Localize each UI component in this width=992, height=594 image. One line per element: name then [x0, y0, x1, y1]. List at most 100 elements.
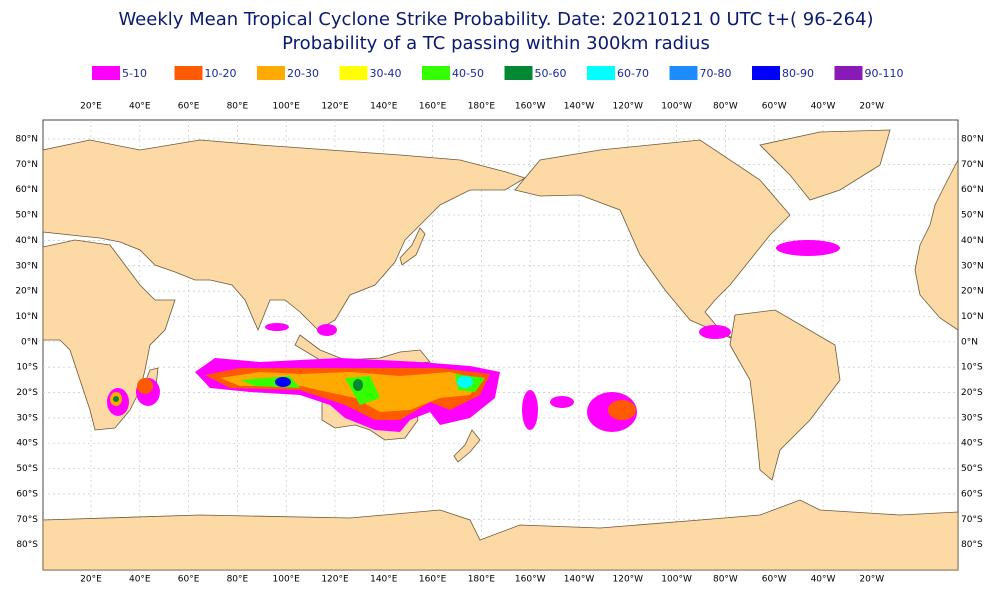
prob-area [265, 323, 289, 331]
prob-area [699, 325, 731, 339]
lon-label: 80°W [713, 575, 738, 585]
legend-swatch [752, 66, 780, 80]
legend-swatch [339, 66, 368, 80]
lat-label: 10°N [961, 312, 984, 322]
lon-label: 40°W [811, 102, 836, 112]
prob-area [137, 378, 153, 394]
lat-label: 60°N [15, 185, 38, 195]
legend-swatch [834, 66, 863, 80]
lon-label: 180°E [468, 102, 496, 112]
lon-label: 60°W [762, 102, 787, 112]
title: Weekly Mean Tropical Cyclone Strike Prob… [118, 9, 873, 30]
lat-label: 20°S [16, 388, 38, 398]
legend: 5-10 10-20 20-30 30-40 40-50 50-60 60-70 70-80 8… [92, 66, 903, 80]
greenland [759, 129, 891, 201]
lon-label: 40°W [811, 575, 836, 585]
legend-label: 10-20 [205, 67, 237, 80]
lon-label: 80°W [713, 102, 738, 112]
lat-label: 50°S [16, 464, 38, 474]
lat-label: 20°S [961, 388, 983, 398]
lon-label: 20°E [80, 102, 102, 112]
legend-label: 90-110 [865, 67, 904, 80]
lat-label: 30°S [16, 413, 38, 423]
prob-area [113, 396, 119, 402]
prob-area [550, 396, 574, 408]
lon-label: 60°E [178, 575, 200, 585]
legend-swatch [669, 66, 698, 80]
lon-label: 140°W [564, 575, 595, 585]
lat-label: 60°S [961, 489, 983, 499]
lat-label: 40°N [961, 236, 984, 246]
lon-label: 100°E [273, 102, 301, 112]
lat-label: 0°N [21, 337, 38, 347]
legend-label: 60-70 [617, 67, 649, 80]
lat-label: 30°N [961, 261, 984, 271]
lat-label: 40°N [15, 236, 38, 246]
lon-label: 40°E [129, 575, 151, 585]
lat-label: 60°N [961, 185, 984, 195]
lon-label: 120°W [613, 575, 644, 585]
prob-area [457, 376, 473, 388]
legend-label: 50-60 [535, 67, 567, 80]
lon-label: 120°E [321, 102, 349, 112]
lat-label: 10°S [16, 363, 38, 373]
lat-label: 50°N [961, 211, 984, 221]
lon-label: 140°E [370, 102, 398, 112]
lat-label: 70°S [16, 515, 38, 525]
lon-label: 60°W [762, 575, 787, 585]
legend-swatch [504, 66, 533, 80]
lon-label: 160°E [419, 575, 447, 585]
legend-label: 80-90 [782, 67, 814, 80]
lon-label: 80°E [227, 102, 249, 112]
lon-label: 100°W [661, 102, 692, 112]
probability-areas [107, 240, 840, 432]
lon-label: 160°W [515, 575, 546, 585]
prob-area [522, 390, 538, 430]
lat-label: 80°N [961, 135, 984, 145]
legend-swatch [422, 66, 450, 80]
south-america [729, 309, 841, 481]
prob-area [776, 240, 840, 256]
japan [399, 227, 426, 266]
prob-area [353, 379, 363, 391]
prob-area [240, 374, 485, 405]
antarctica [42, 499, 959, 571]
lon-label: 60°E [178, 102, 200, 112]
lat-label: 80°S [16, 540, 38, 550]
new-zealand [453, 429, 481, 463]
legend-swatch [587, 66, 615, 80]
lon-label: 80°E [227, 575, 249, 585]
legend-label: 40-50 [452, 67, 484, 80]
lat-label: 70°N [15, 160, 38, 170]
lat-label: 50°S [961, 464, 983, 474]
lon-label: 140°W [564, 102, 595, 112]
lat-label: 70°N [961, 160, 984, 170]
lon-label: 160°W [515, 102, 546, 112]
lon-label: 180°E [468, 575, 496, 585]
lat-label: 40°S [961, 439, 983, 449]
lon-label: 120°E [321, 575, 349, 585]
lat-label: 10°N [15, 312, 38, 322]
lat-label: 40°S [16, 439, 38, 449]
lat-label: 60°S [16, 489, 38, 499]
lon-label: 20°W [859, 575, 884, 585]
lon-label: 20°W [859, 102, 884, 112]
europe-africa-west [914, 159, 959, 331]
lon-label: 40°E [129, 102, 151, 112]
north-america [514, 139, 791, 341]
legend-label: 20-30 [287, 67, 319, 80]
legend-swatch [257, 66, 285, 80]
lon-label: 140°E [370, 575, 398, 585]
lon-label: 160°E [419, 102, 447, 112]
lat-label: 80°S [961, 540, 983, 550]
legend-swatch [174, 66, 203, 80]
lat-label: 30°S [961, 413, 983, 423]
prob-area [275, 377, 291, 387]
lat-label: 80°N [15, 135, 38, 145]
lon-label: 100°E [273, 575, 301, 585]
legend-label: 5-10 [122, 67, 147, 80]
legend-label: 30-40 [370, 67, 402, 80]
lat-label: 50°N [15, 211, 38, 221]
